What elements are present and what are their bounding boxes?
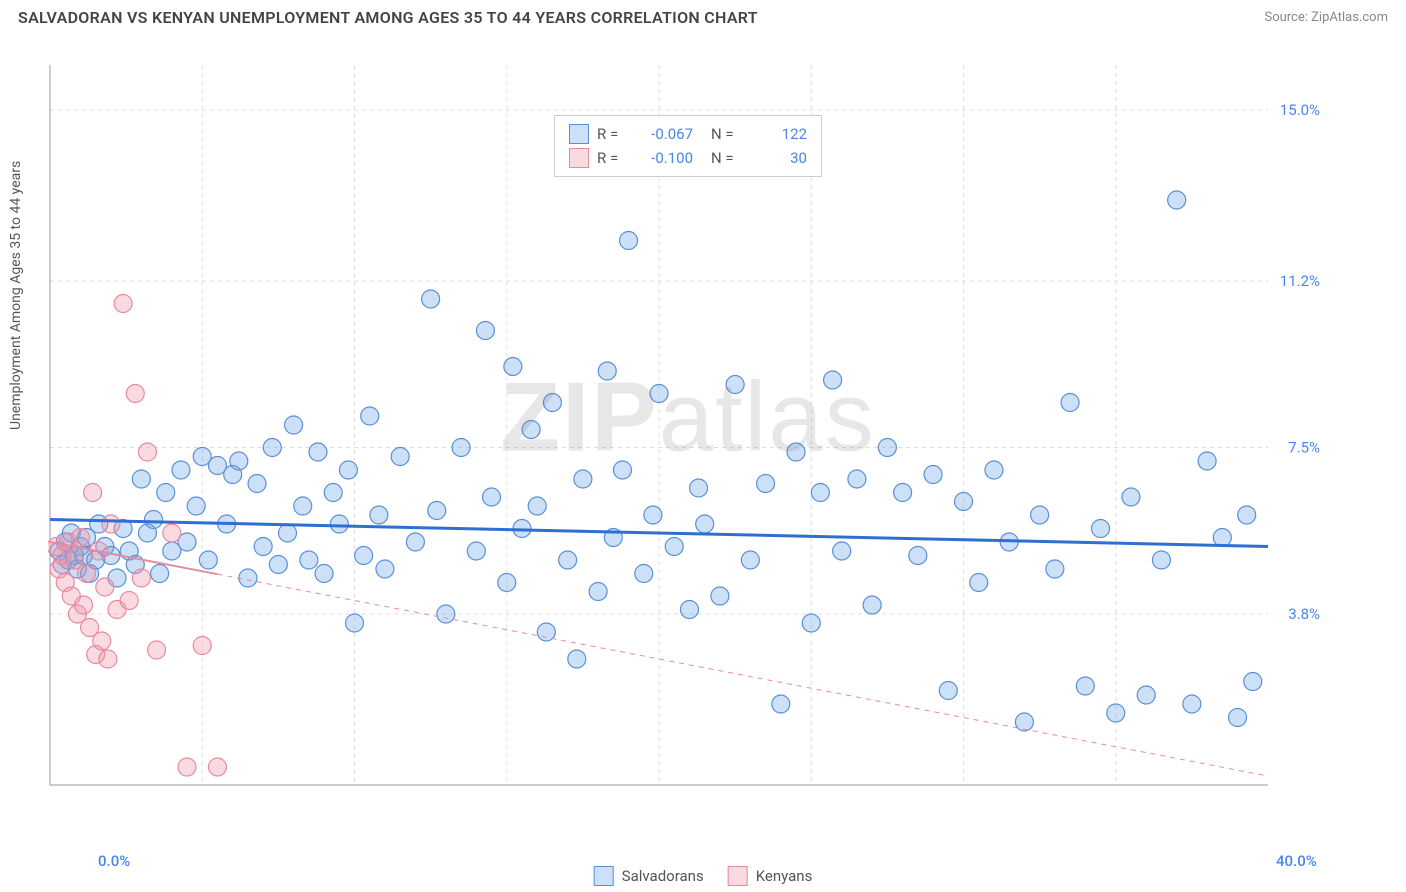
n-label: N = (711, 149, 739, 167)
y-axis-label: Unemployment Among Ages 35 to 44 years (8, 161, 24, 430)
svg-text:15.0%: 15.0% (1280, 101, 1320, 119)
r-value-1: -0.067 (633, 125, 693, 143)
x-axis-min: 0.0% (98, 852, 130, 870)
corr-row-1: R = -0.067 N = 122 (569, 122, 807, 146)
r-value-2: -0.100 (633, 149, 693, 167)
svg-text:3.8%: 3.8% (1288, 605, 1320, 623)
legend-item-2: Kenyans (728, 866, 813, 886)
swatch-series-2-bottom (728, 866, 748, 886)
n-value-2: 30 (747, 149, 807, 167)
r-label: R = (597, 149, 625, 167)
svg-text:11.2%: 11.2% (1280, 272, 1320, 290)
legend-label-2: Kenyans (756, 867, 813, 885)
swatch-series-2 (569, 148, 589, 168)
r-label: R = (597, 125, 625, 143)
corr-row-2: R = -0.100 N = 30 (569, 146, 807, 170)
swatch-series-1 (569, 124, 589, 144)
source-label: Source: ZipAtlas.com (1264, 10, 1388, 25)
n-value-1: 122 (747, 125, 807, 143)
correlation-legend: R = -0.067 N = 122 R = -0.100 N = 30 (554, 115, 822, 177)
svg-text:7.5%: 7.5% (1288, 439, 1320, 457)
x-axis-max: 40.0% (1276, 852, 1317, 870)
chart-area: 3.8%7.5%11.2%15.0% ZIPatlas R = -0.067 N… (48, 55, 1328, 825)
n-label: N = (711, 125, 739, 143)
legend-label-1: Salvadorans (622, 867, 704, 885)
title-bar: SALVADORAN VS KENYAN UNEMPLOYMENT AMONG … (0, 0, 1406, 31)
chart-title: SALVADORAN VS KENYAN UNEMPLOYMENT AMONG … (18, 8, 758, 27)
swatch-series-1-bottom (594, 866, 614, 886)
bottom-legend: Salvadorans Kenyans (594, 866, 813, 886)
legend-item-1: Salvadorans (594, 866, 704, 886)
